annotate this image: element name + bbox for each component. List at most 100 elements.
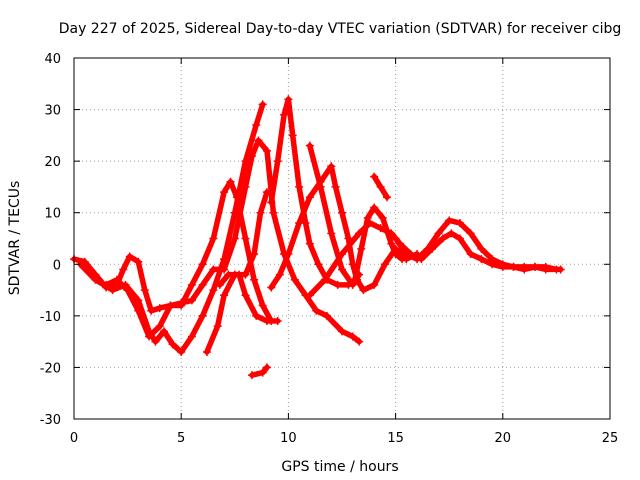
data-point-marker (280, 110, 289, 119)
data-point-marker (466, 249, 475, 258)
data-point-marker (331, 182, 340, 191)
data-point-marker (262, 188, 271, 197)
data-point-marker (338, 249, 346, 258)
data-point-marker (235, 270, 244, 279)
data-point-marker (273, 157, 282, 166)
data-point-marker (380, 260, 389, 269)
data-point-marker (284, 249, 293, 258)
y-axis-label: SDTVAR / TECUs (7, 181, 23, 296)
data-point-marker (398, 255, 407, 264)
data-point-marker (301, 219, 310, 228)
data-point-marker (541, 265, 550, 274)
data-point-marker (155, 322, 164, 331)
series-layer (70, 95, 565, 380)
data-point-marker (355, 337, 364, 346)
series-track-11 (370, 172, 392, 202)
data-point-marker (355, 270, 364, 279)
data-point-marker (262, 317, 271, 326)
data-point-marker (438, 234, 447, 243)
data-point-marker (145, 332, 154, 341)
x-tick-label: 5 (177, 431, 185, 446)
y-tick-label: 40 (44, 52, 61, 67)
data-point-marker (187, 296, 196, 305)
chart-title: Day 227 of 2025, Sidereal Day-to-day VTE… (59, 21, 622, 37)
data-point-marker (241, 234, 250, 243)
data-point-marker (391, 234, 400, 243)
data-point-marker (134, 306, 143, 315)
data-point-marker (267, 283, 276, 292)
data-point-marker (213, 322, 222, 331)
data-point-marker (275, 270, 284, 279)
data-point-marker (498, 260, 507, 269)
series-track-5 (215, 270, 282, 326)
data-point-marker (445, 216, 454, 225)
data-point-marker (316, 182, 325, 191)
data-point-marker (357, 244, 366, 253)
data-point-marker (314, 260, 323, 269)
data-point-marker (477, 255, 486, 264)
data-point-marker (305, 193, 314, 202)
data-point-marker (247, 151, 256, 160)
data-point-marker (267, 198, 276, 207)
data-point-marker (177, 298, 186, 307)
data-point-marker (224, 270, 233, 279)
series-track-3 (102, 136, 364, 346)
data-point-marker (402, 249, 411, 258)
y-tick-label: 0 (53, 258, 61, 273)
data-point-marker (134, 257, 143, 266)
data-point-marker (378, 213, 387, 222)
data-point-marker (288, 131, 297, 140)
y-tick-label: 30 (44, 104, 61, 119)
data-point-marker (348, 332, 357, 341)
series-line (103, 137, 362, 345)
data-point-marker (147, 306, 156, 315)
tick-layer: 0 5 10 15 20 25 -30 -20 -10 0 10 20 30 40 (40, 52, 619, 446)
data-point-marker (112, 275, 121, 284)
y-tick-label: -30 (40, 413, 61, 428)
data-point-marker (258, 368, 267, 377)
data-point-marker (102, 280, 111, 289)
data-point-marker (254, 136, 263, 145)
data-point-marker (520, 265, 529, 274)
data-point-marker (258, 301, 267, 310)
data-point-marker (338, 265, 346, 274)
data-point-marker (108, 286, 117, 295)
data-point-marker (295, 182, 304, 191)
x-tick-label: 0 (70, 431, 78, 446)
y-tick-label: -10 (40, 310, 61, 325)
data-point-marker (447, 229, 456, 238)
data-point-marker (359, 286, 368, 295)
data-point-marker (327, 162, 336, 171)
data-point-marker (365, 219, 374, 228)
data-point-marker (530, 262, 539, 271)
y-tick-label: -20 (40, 361, 61, 376)
data-point-marker (455, 234, 464, 243)
data-point-marker (355, 229, 364, 238)
data-point-marker (215, 280, 224, 289)
x-tick-label: 15 (387, 431, 404, 446)
data-point-marker (91, 275, 100, 284)
data-point-marker (258, 100, 267, 109)
series-track-12 (391, 216, 565, 274)
data-point-marker (123, 286, 132, 295)
data-point-marker (434, 229, 443, 238)
data-point-marker (226, 177, 235, 186)
data-point-marker (305, 239, 314, 248)
data-point-marker (187, 280, 196, 289)
data-point-marker (333, 280, 342, 289)
y-tick-label: 20 (44, 155, 61, 170)
data-point-marker (477, 244, 486, 253)
data-point-marker (370, 203, 379, 212)
data-point-marker (230, 234, 239, 243)
data-point-marker (488, 255, 497, 264)
plot-frame (73, 57, 611, 420)
data-point-marker (209, 286, 218, 295)
data-point-marker (166, 301, 175, 310)
data-point-marker (383, 193, 392, 202)
x-axis-label: GPS time / hours (281, 459, 398, 475)
series-line (249, 364, 270, 378)
data-point-marker (160, 327, 169, 336)
data-point-marker (198, 280, 207, 289)
data-point-marker (344, 234, 353, 243)
